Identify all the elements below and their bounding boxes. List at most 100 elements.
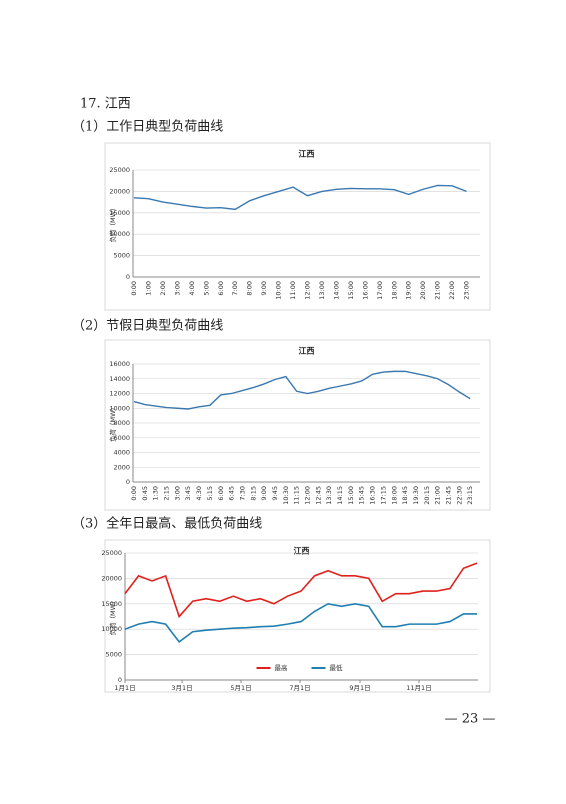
x-tick-label: 23:15 <box>466 486 474 505</box>
x-tick-label: 5月1日 <box>230 684 251 692</box>
y-tick-label: 2000 <box>113 463 130 471</box>
y-axis-label: 负荷（MW） <box>108 597 117 635</box>
x-tick-label: 21:00 <box>434 486 442 505</box>
x-tick-label: 16:30 <box>369 486 377 505</box>
x-tick-label: 17:00 <box>376 281 384 300</box>
x-tick-label: 12:00 <box>304 281 312 300</box>
series-line <box>124 562 478 619</box>
x-tick-label: 4:30 <box>195 486 203 501</box>
x-tick-label: 21:45 <box>444 486 452 505</box>
y-tick-label: 12000 <box>109 390 130 398</box>
y-tick-label: 16000 <box>109 360 130 368</box>
x-tick-label: 14:15 <box>336 486 344 505</box>
x-tick-label: 6:00 <box>217 281 225 296</box>
x-tick-label: 2:15 <box>163 486 171 501</box>
x-tick-label: 13:30 <box>325 486 333 505</box>
y-tick-label: 0 <box>126 478 130 486</box>
x-tick-label: 12:00 <box>304 486 312 505</box>
x-tick-label: 15:45 <box>358 486 366 505</box>
y-tick-label: 0 <box>126 273 130 281</box>
x-tick-label: 17:15 <box>379 486 387 505</box>
x-tick-label: 5:15 <box>206 486 214 501</box>
y-tick-label: 14000 <box>109 375 130 383</box>
x-tick-label: 22:30 <box>455 486 463 505</box>
x-tick-label: 3:45 <box>184 486 192 501</box>
y-tick-label: 6000 <box>113 434 130 442</box>
x-tick-label: 0:45 <box>141 486 149 501</box>
y-tick-label: 25000 <box>109 166 130 174</box>
x-tick-label: 18:45 <box>401 486 409 505</box>
y-tick-label: 4000 <box>113 449 130 457</box>
y-tick-label: 15000 <box>109 209 130 217</box>
x-tick-label: 9:00 <box>260 281 268 296</box>
x-tick-label: 0:00 <box>130 486 138 501</box>
x-tick-label: 11:15 <box>293 486 301 505</box>
y-tick-label: 15000 <box>101 600 122 608</box>
caption: （3）全年日最高、最低负荷曲线 <box>72 516 262 532</box>
x-tick-label: 7月1日 <box>289 684 310 692</box>
x-tick-label: 0:00 <box>130 281 138 296</box>
x-tick-label: 15:00 <box>347 281 355 300</box>
y-tick-label: 0 <box>118 676 122 684</box>
x-tick-label: 2:00 <box>159 281 167 296</box>
chart-title: 江西 <box>299 346 315 356</box>
legend-label: 最高 <box>275 663 289 672</box>
y-tick-label: 10000 <box>109 230 130 238</box>
chart-title: 江西 <box>294 546 310 556</box>
x-tick-label: 16:00 <box>361 281 369 300</box>
x-tick-label: 10:30 <box>282 486 290 505</box>
x-tick-label: 8:00 <box>246 281 254 296</box>
x-tick-label: 6:45 <box>228 486 236 501</box>
x-tick-label: 1:00 <box>144 281 152 296</box>
caption: （2）节假日典型负荷曲线 <box>72 319 223 334</box>
chart-frame <box>104 142 491 311</box>
chart-title: 江西 <box>299 149 315 159</box>
y-tick-label: 20000 <box>109 187 130 195</box>
x-tick-label: 22:00 <box>448 281 456 300</box>
x-tick-label: 18:00 <box>390 281 398 300</box>
x-tick-label: 11:00 <box>289 281 297 300</box>
heading: 17. 江西 <box>80 97 131 112</box>
x-tick-label: 18:00 <box>390 486 398 505</box>
x-tick-label: 3:00 <box>173 281 181 296</box>
x-tick-label: 20:15 <box>423 486 431 505</box>
caption: （1）工作日典型负荷曲线 <box>72 120 223 135</box>
y-axis-label: 负荷（MW） <box>108 204 117 242</box>
x-tick-label: 3月1日 <box>171 684 192 692</box>
chart-frame <box>104 339 491 511</box>
page-number: — 23 — <box>445 712 496 727</box>
x-tick-label: 5:00 <box>202 281 210 296</box>
x-tick-label: 21:00 <box>434 281 442 300</box>
y-tick-label: 5000 <box>113 252 130 260</box>
x-tick-label: 19:30 <box>412 486 420 505</box>
x-tick-label: 12:45 <box>314 486 322 505</box>
series-line <box>124 602 478 644</box>
x-tick-label: 9月1日 <box>349 684 370 692</box>
x-tick-label: 3:00 <box>173 486 181 501</box>
x-tick-label: 4:00 <box>188 281 196 296</box>
x-tick-label: 7:30 <box>238 486 246 501</box>
y-tick-label: 8000 <box>113 419 130 427</box>
x-tick-label: 1:30 <box>152 486 160 501</box>
y-tick-label: 20000 <box>101 574 122 582</box>
x-tick-label: 8:15 <box>249 486 257 501</box>
x-tick-label: 9:00 <box>260 486 268 501</box>
load-line <box>133 370 471 410</box>
x-tick-label: 1月1日 <box>114 684 135 692</box>
x-tick-label: 6:00 <box>217 486 225 501</box>
x-tick-label: 23:00 <box>463 281 471 300</box>
x-tick-label: 19:00 <box>405 281 413 300</box>
x-tick-label: 15:00 <box>347 486 355 505</box>
y-tick-label: 5000 <box>105 651 122 659</box>
x-tick-label: 13:00 <box>318 281 326 300</box>
x-tick-label: 7:00 <box>231 281 239 296</box>
y-tick-label: 10000 <box>101 625 122 633</box>
x-tick-label: 14:00 <box>332 281 340 300</box>
y-tick-label: 25000 <box>101 549 122 557</box>
x-tick-label: 20:00 <box>419 281 427 300</box>
chart-frame <box>104 539 491 693</box>
load-line <box>133 184 467 211</box>
x-tick-label: 10:00 <box>275 281 283 300</box>
